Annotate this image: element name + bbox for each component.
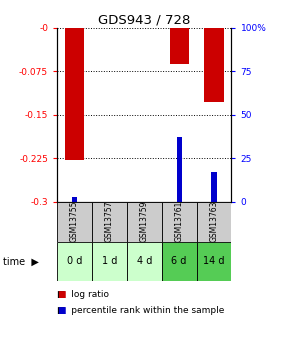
- Bar: [162, 241, 197, 281]
- Bar: [65, 28, 84, 160]
- Bar: [92, 241, 127, 281]
- Bar: [127, 202, 162, 242]
- Text: ■: ■: [57, 306, 66, 315]
- Text: 0 d: 0 d: [67, 256, 82, 266]
- Title: GDS943 / 728: GDS943 / 728: [98, 13, 190, 27]
- Bar: [92, 202, 127, 242]
- Text: ■  log ratio: ■ log ratio: [57, 290, 109, 299]
- Text: ■: ■: [57, 290, 66, 299]
- Bar: [72, 197, 77, 202]
- Text: GSM13763: GSM13763: [209, 201, 219, 243]
- Text: 14 d: 14 d: [203, 256, 225, 266]
- Bar: [170, 28, 189, 63]
- Bar: [197, 202, 231, 242]
- Bar: [127, 241, 162, 281]
- Text: GSM13755: GSM13755: [70, 201, 79, 243]
- Text: GSM13757: GSM13757: [105, 201, 114, 243]
- Bar: [162, 202, 197, 242]
- Text: time  ▶: time ▶: [3, 256, 39, 266]
- Bar: [57, 202, 92, 242]
- Text: 4 d: 4 d: [137, 256, 152, 266]
- Text: ■  percentile rank within the sample: ■ percentile rank within the sample: [57, 306, 224, 315]
- Text: GSM13759: GSM13759: [140, 201, 149, 243]
- Bar: [197, 241, 231, 281]
- Bar: [57, 241, 92, 281]
- Text: GSM13761: GSM13761: [175, 201, 184, 242]
- Text: 6 d: 6 d: [171, 256, 187, 266]
- Bar: [212, 172, 217, 202]
- Bar: [205, 28, 224, 102]
- Bar: [177, 137, 182, 202]
- Text: 1 d: 1 d: [102, 256, 117, 266]
